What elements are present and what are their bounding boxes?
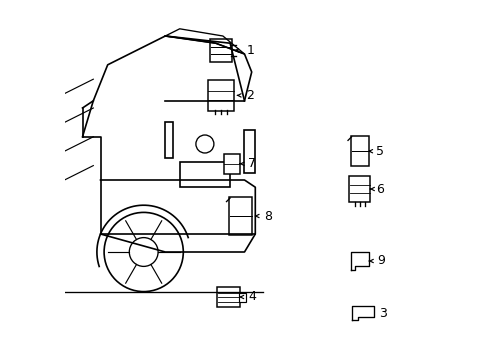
FancyBboxPatch shape [165,122,172,158]
FancyBboxPatch shape [239,292,245,302]
Text: 3: 3 [379,307,386,320]
FancyBboxPatch shape [229,197,252,235]
Text: 8: 8 [264,210,272,222]
Text: 4: 4 [247,291,255,303]
FancyBboxPatch shape [350,136,368,166]
FancyBboxPatch shape [207,80,234,111]
FancyBboxPatch shape [244,130,255,173]
Text: 7: 7 [247,157,256,170]
Text: 9: 9 [377,255,385,267]
FancyBboxPatch shape [348,176,369,202]
Text: 5: 5 [375,145,383,158]
Text: 2: 2 [246,89,254,102]
Text: 6: 6 [375,183,383,195]
FancyBboxPatch shape [210,39,231,62]
FancyBboxPatch shape [179,162,230,187]
FancyBboxPatch shape [223,154,240,174]
FancyBboxPatch shape [216,287,239,307]
Text: 1: 1 [246,44,254,57]
